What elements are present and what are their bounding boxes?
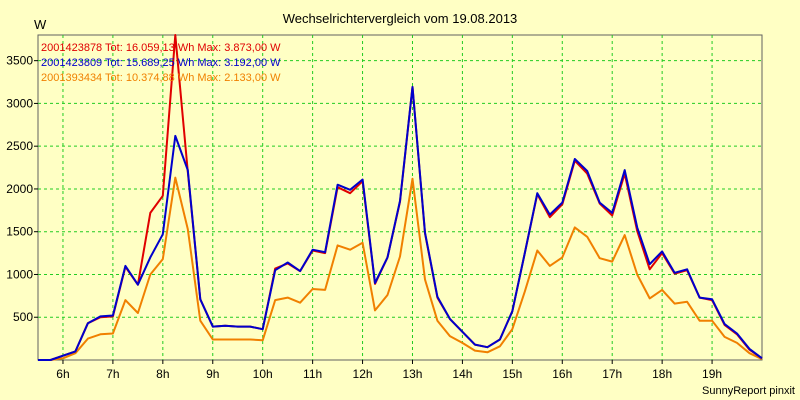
grid [38,35,762,360]
series-line-2001423809 [38,86,763,361]
legend: 2001423878 Tot: 16.059,13 Wh Max: 3.873,… [41,42,281,84]
x-tick-label: 14h [452,367,472,381]
legend-entry-2001393434: 2001393434 Tot: 10.374,88 Wh Max: 2.133,… [41,72,281,84]
x-tick-label: 17h [602,367,622,381]
axis-ticks: 6h 7h 8h 9h 10h 11h 12h 13h 14h 15h 16h 17h 18h 19h 50… [6,54,722,381]
y-axis-unit-label: W [34,17,47,32]
y-tick-label: 3500 [6,54,33,68]
legend-entry-2001423878: 2001423878 Tot: 16.059,13 Wh Max: 3.873,… [41,42,281,54]
y-tick-label: 1500 [6,225,33,239]
series-line-2001393434 [38,176,763,361]
x-tick-label: 11h [303,367,322,381]
footer-credit: SunnyReport pinxit [702,385,795,397]
x-tick-label: 9h [206,367,219,381]
x-tick-label: 15h [502,367,522,381]
y-tick-label: 1000 [6,267,33,281]
x-tick-label: 10h [253,367,273,381]
x-tick-label: 19h [702,367,722,381]
x-tick-label: 7h [106,367,119,381]
series-layer [38,34,763,361]
y-tick-label: 500 [13,310,33,324]
x-tick-label: 16h [552,367,572,381]
x-tick-label: 8h [156,367,169,381]
legend-entry-2001423809: 2001423809 Tot: 15.689,25 Wh Max: 3.192,… [41,57,281,69]
x-tick-label: 13h [402,367,422,381]
y-tick-label: 2000 [6,182,33,196]
x-tick-label: 6h [56,367,69,381]
y-tick-label: 3000 [6,96,33,110]
x-tick-label: 18h [652,367,672,381]
x-tick-label: 12h [353,367,373,381]
chart-title: Wechselrichtervergleich vom 19.08.2013 [283,11,518,26]
y-tick-label: 2500 [6,139,33,153]
